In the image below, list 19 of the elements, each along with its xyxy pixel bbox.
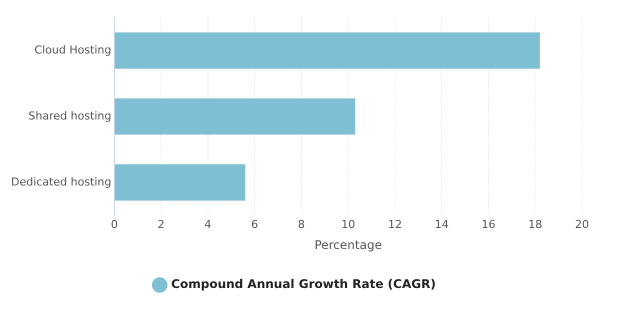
x-tick-label: 14: [434, 218, 449, 231]
x-tick-label: 12: [388, 218, 402, 231]
x-tick-label: 0: [110, 218, 118, 231]
y-tick-label: Cloud Hosting: [34, 43, 112, 56]
x-tick-label: 8: [298, 218, 305, 231]
bar: [114, 164, 246, 201]
x-tick-label: 6: [251, 218, 258, 231]
legend-label: Compound Annual Growth Rate (CAGR): [171, 277, 436, 292]
x-axis-title: Percentage: [314, 238, 382, 252]
y-tick-label: Shared hosting: [28, 109, 112, 122]
x-tick-label: 20: [575, 218, 589, 231]
bar: [114, 32, 540, 69]
y-tick-label: Dedicated hosting: [10, 175, 112, 188]
x-tick-label: 18: [528, 218, 542, 231]
x-tick-label: 2: [158, 218, 165, 231]
x-tick-label: 4: [204, 218, 212, 231]
x-tick-label: 10: [341, 218, 356, 231]
x-tick-label: 16: [481, 218, 496, 231]
bar: [114, 98, 356, 135]
